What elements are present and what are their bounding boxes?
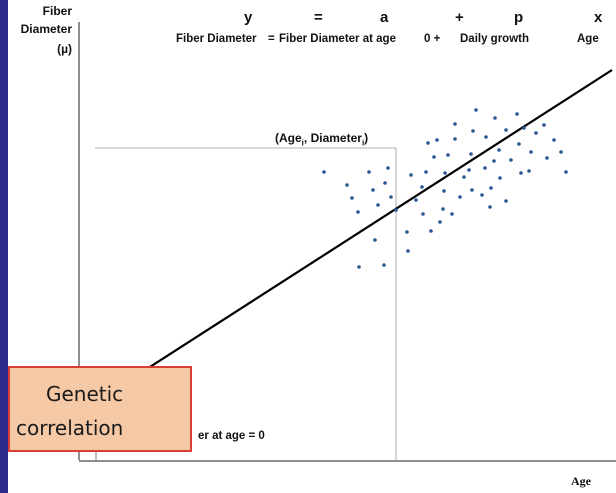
scatter-point (426, 141, 430, 145)
scatter-point (545, 156, 549, 160)
diagram-canvas (78, 22, 616, 462)
equation-word-p: Daily growth (460, 33, 530, 45)
equation-symbol-y: y (244, 9, 253, 26)
scatter-point (542, 123, 546, 127)
callout-line2: correlation (16, 416, 124, 440)
scatter-point (435, 138, 439, 142)
scatter-point (474, 108, 478, 112)
equation-word-equals: = (268, 33, 275, 45)
scatter-point (357, 265, 361, 269)
scatter-point (504, 128, 508, 132)
scatter-point (515, 112, 519, 116)
scatter-point (386, 166, 390, 170)
scatter-point (458, 195, 462, 199)
scatter-point (471, 129, 475, 133)
scatter-point (424, 170, 428, 174)
scatter-point (467, 168, 471, 172)
scatter-point (559, 150, 563, 154)
regression-line (82, 69, 613, 411)
scatter-point (489, 186, 493, 190)
scatter-point (517, 142, 521, 146)
scatter-point (322, 170, 326, 174)
scatter-point (509, 158, 513, 162)
scatter-point (480, 193, 484, 197)
x-axis-label: Age (571, 474, 591, 488)
scatter-point (409, 173, 413, 177)
point-label-suffix: ) (364, 131, 369, 145)
scatter-point (483, 166, 487, 170)
scatter-point (493, 116, 497, 120)
scatter-point (371, 188, 375, 192)
scatter-point (527, 169, 531, 173)
scatter-point (376, 203, 380, 207)
scatter-point (389, 195, 393, 199)
scatter-point (442, 189, 446, 193)
scatter-point (534, 131, 538, 135)
scatter-point (446, 153, 450, 157)
scatter-point (492, 159, 496, 163)
scatter-point (453, 137, 457, 141)
equation-word-zero-plus: 0 + (424, 33, 441, 45)
scatter-point (394, 208, 398, 212)
y-axis-label-line2: Diameter (20, 22, 72, 36)
point-label-sub-age: i (301, 138, 304, 148)
y-axis-label: Fiber Diameter (µ) (20, 4, 72, 56)
intercept-label: er at age = 0 (198, 430, 265, 442)
scatter-point (450, 212, 454, 216)
equation-symbol-a: a (380, 9, 389, 26)
scatter-point (498, 176, 502, 180)
scatter-point (420, 185, 424, 189)
genetic-correlation-callout: Genetic correlation (8, 366, 192, 452)
scatter-point (438, 220, 442, 224)
scatter-point (470, 188, 474, 192)
scatter-point (406, 249, 410, 253)
scatter-point (441, 207, 445, 211)
equation-symbol-x: x (594, 9, 603, 26)
scatter-point (564, 170, 568, 174)
scatter-point (382, 263, 386, 267)
callout-line1: Genetic (46, 382, 124, 406)
equation-word-x: Age (577, 33, 599, 45)
scatter-point (504, 199, 508, 203)
scatter-point (356, 210, 360, 214)
scatter-point (345, 183, 349, 187)
scatter-point (421, 212, 425, 216)
scatter-point (432, 155, 436, 159)
point-label-sub-diameter: i (361, 138, 365, 148)
scatter-point (519, 171, 523, 175)
scatter-point (552, 138, 556, 142)
scatter-point (469, 152, 473, 156)
point-label-prefix: (Age (275, 131, 302, 145)
equation-symbol-plus: + (455, 9, 464, 26)
scatter-point (462, 175, 466, 179)
equation-symbol-p: p (514, 9, 524, 26)
scatter-point (484, 135, 488, 139)
slide: Fiber Diameter (µ) y = a + p x Fiber Dia… (8, 0, 616, 493)
point-label-middle: , Diameter (303, 131, 362, 145)
point-label: (Agei, Diameteri) (275, 131, 368, 147)
scatter-point (414, 198, 418, 202)
scatter-point (373, 238, 377, 242)
scatter-point (522, 126, 526, 130)
equation-symbol-equals: = (314, 9, 323, 26)
scatter-point (383, 181, 387, 185)
scatter-point (405, 230, 409, 234)
scatter-points (322, 108, 568, 269)
scatter-point (350, 196, 354, 200)
scatter-point (367, 170, 371, 174)
y-axis-label-line1: Fiber (42, 4, 72, 18)
scatter-point (529, 150, 533, 154)
scatter-point (488, 205, 492, 209)
y-axis-label-line3: (µ) (57, 42, 72, 56)
scatter-point (443, 171, 447, 175)
scatter-point (453, 122, 457, 126)
scatter-point (429, 229, 433, 233)
equation-word-y: Fiber Diameter (176, 33, 257, 45)
scatter-point (497, 148, 501, 152)
equation-word-a: Fiber Diameter at age (279, 33, 396, 45)
